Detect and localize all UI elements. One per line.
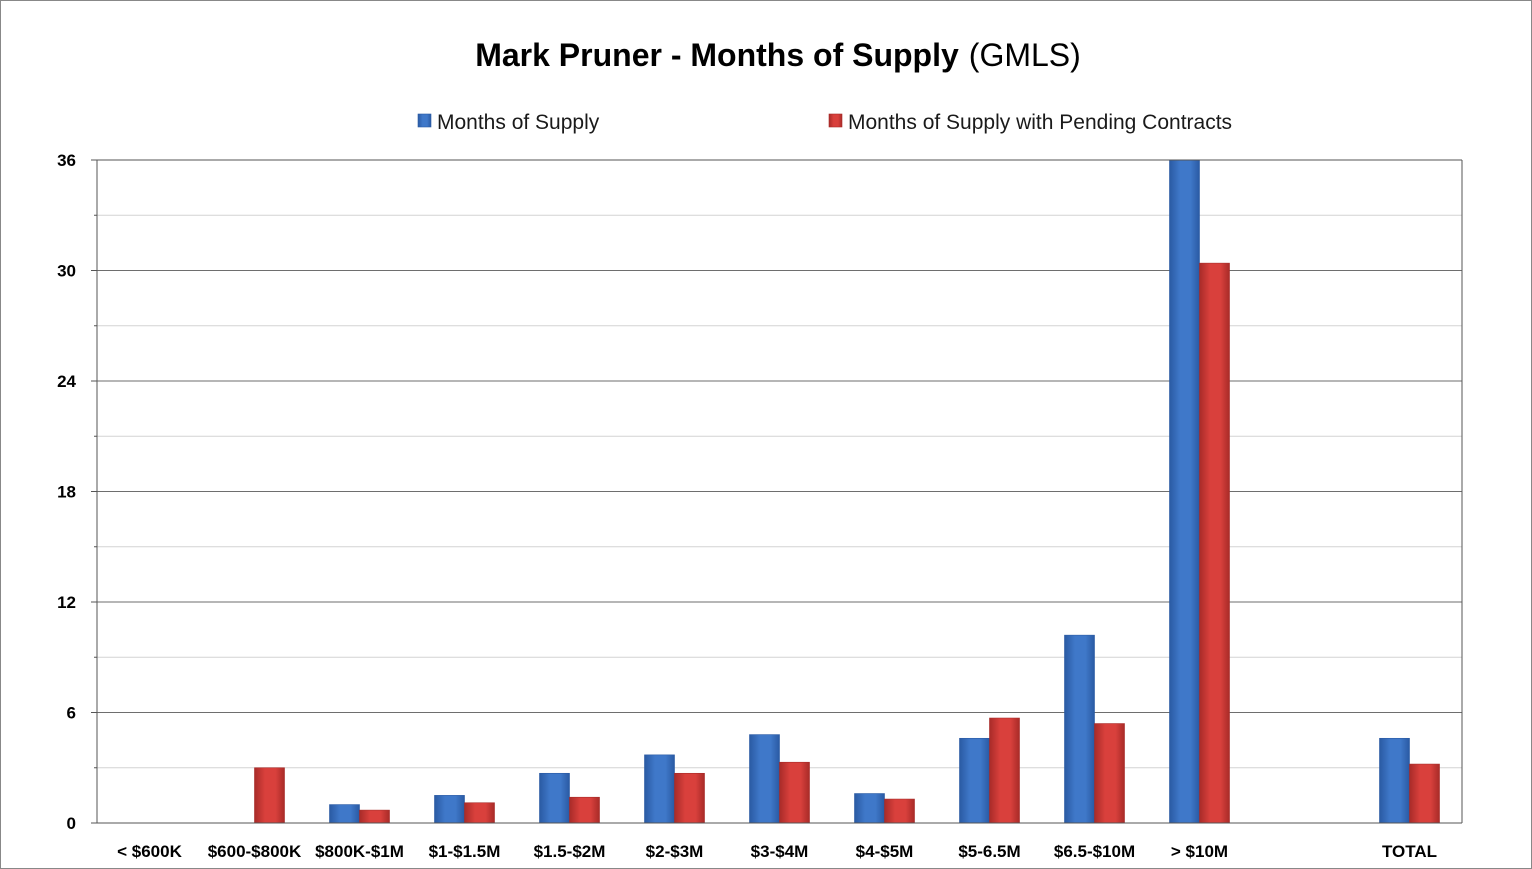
legend-label-months-of-supply: Months of Supply [437, 111, 600, 134]
bar-months-of-supply-with-pending-contracts-6-5-10m: Months of Supply with Pending Contracts … [1094, 723, 1125, 824]
bar-months-of-supply-total: Months of Supply — TOTAL: 4.6 [1379, 737, 1410, 824]
legend-swatch-months-of-supply [417, 113, 432, 128]
bar-months-of-supply-800k-1m: Months of Supply — $800K-$1M: 1 [329, 804, 360, 824]
x-tick-label: $2-$3M [646, 842, 704, 861]
bar-months-of-supply-with-pending-contracts-total: Months of Supply with Pending Contracts … [1409, 763, 1440, 824]
bar-months-of-supply-1-1-5m: Months of Supply — $1-$1.5M: 1.5 [434, 795, 465, 824]
y-tick-label: 18 [57, 483, 76, 502]
bar-months-of-supply-2-3m: Months of Supply — $2-$3M: 3.7 [644, 754, 675, 824]
bar-months-of-supply-with-pending-contracts-4-5m: Months of Supply with Pending Contracts … [884, 798, 915, 824]
bar-months-of-supply-with-pending-contracts-600-800k: Months of Supply with Pending Contracts … [254, 767, 285, 824]
bar-months-of-supply-4-5m: Months of Supply — $4-$5M: 1.6 [854, 793, 885, 824]
bar-months-of-supply-10m: Months of Supply — > $10M: 36 [1169, 159, 1200, 824]
legend-swatch-months-of-supply-with-pending-contracts [828, 113, 843, 128]
bar-months-of-supply-with-pending-contracts-800k-1m: Months of Supply with Pending Contracts … [359, 809, 390, 824]
x-tick-label: $6.5-$10M [1054, 842, 1135, 861]
chart-legend: Months of Supply Months of Supply with Pe… [417, 111, 1232, 134]
x-tick-label: $800K-$1M [315, 842, 404, 861]
x-tick-label: $3-$4M [751, 842, 809, 861]
bar-months-of-supply-with-pending-contracts-2-3m: Months of Supply with Pending Contracts … [674, 772, 705, 824]
y-tick-label: 30 [57, 262, 76, 281]
y-tick-label: 24 [57, 372, 76, 391]
chart-grid [97, 159, 1462, 769]
x-tick-label: $600-$800K [208, 842, 302, 861]
y-tick-label: 6 [67, 704, 76, 723]
y-tick-label: 36 [57, 151, 76, 170]
x-tick-label: < $600K [117, 842, 182, 861]
y-tick-label: 0 [67, 814, 76, 833]
bar-months-of-supply-5-6-5m: Months of Supply — $5-6.5M: 4.6 [959, 737, 990, 824]
x-tick-label: $1.5-$2M [534, 842, 606, 861]
legend-label-months-of-supply-with-pending-contracts: Months of Supply with Pending Contracts [848, 111, 1232, 134]
x-tick-label: $5-6.5M [958, 842, 1020, 861]
bar-months-of-supply-with-pending-contracts-10m: Months of Supply with Pending Contracts … [1199, 262, 1230, 824]
bar-months-of-supply-with-pending-contracts-1-1-5m: Months of Supply with Pending Contracts … [464, 802, 495, 824]
chart-title-main: Mark Pruner - Months of Supply [475, 37, 959, 73]
bar-months-of-supply-6-5-10m: Months of Supply — $6.5-$10M: 10.2 [1064, 634, 1095, 824]
y-axis-ticks: 0 6 12 18 24 30 36 [57, 151, 76, 833]
x-tick-label: $1-$1.5M [429, 842, 501, 861]
bar-months-of-supply-1-5-2m: Months of Supply — $1.5-$2M: 2.7 [539, 772, 570, 824]
y-tick-label: 12 [57, 593, 76, 612]
chart-title-subtitle: (GMLS) [969, 37, 1081, 73]
bar-months-of-supply-with-pending-contracts-1-5-2m: Months of Supply with Pending Contracts … [569, 796, 600, 824]
chart-axes [91, 159, 1463, 824]
bar-months-of-supply-with-pending-contracts-3-4m: Months of Supply with Pending Contracts … [779, 761, 810, 824]
x-axis-ticks: < $600K $600-$800K $800K-$1M $1-$1.5M $1.5-$… [117, 842, 1437, 861]
x-tick-label: $4-$5M [856, 842, 914, 861]
x-tick-label: > $10M [1171, 842, 1228, 861]
chart-title: Mark Pruner - Months of Supply (GMLS) [475, 37, 1081, 73]
x-tick-label: TOTAL [1382, 842, 1437, 861]
bar-months-of-supply-with-pending-contracts-5-6-5m: Months of Supply with Pending Contracts … [989, 717, 1020, 824]
bar-months-of-supply-3-4m: Months of Supply — $3-$4M: 4.8 [749, 734, 780, 824]
chart-bars: Months of Supply with Pending Contracts … [254, 159, 1440, 824]
